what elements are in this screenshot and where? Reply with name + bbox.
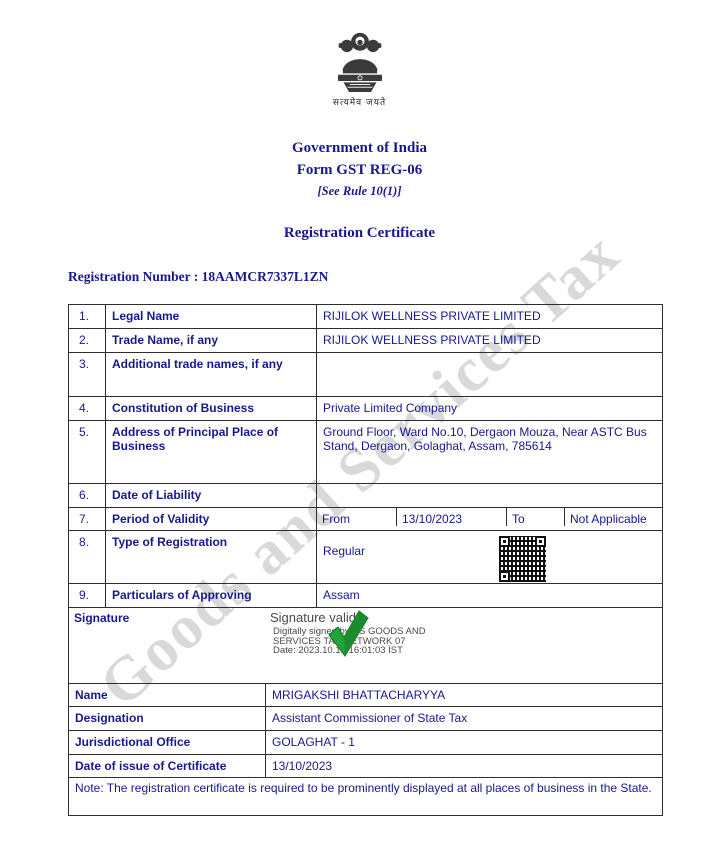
row-number: 7.: [68, 507, 106, 531]
row-principal-address: 5. Address of Principal Place of Busines…: [68, 420, 663, 484]
detail-label: Date of issue of Certificate: [68, 754, 266, 778]
row-number: 5.: [68, 420, 106, 484]
row-value: Assam: [316, 583, 663, 608]
registration-number-value: 18AAMCR7337L1ZN: [201, 269, 329, 284]
detail-value: MRIGAKSHI BHATTACHARYYA: [265, 683, 663, 707]
certificate-body: 1. Legal Name RIJILOK WELLNESS PRIVATE L…: [68, 304, 663, 816]
validity-from-label: From: [322, 512, 350, 526]
row-constitution-of-business: 4. Constitution of Business Private Limi…: [68, 396, 663, 421]
row-trade-name: 2. Trade Name, if any RIJILOK WELLNESS P…: [68, 328, 663, 353]
row-number: 8.: [68, 530, 106, 584]
row-number: 3.: [68, 352, 106, 397]
signature-row: Signature Signature valid Digitally sign…: [68, 607, 663, 684]
row-label: Period of Validity: [105, 507, 317, 531]
see-rule-line: [See Rule 10(1)]: [317, 184, 402, 198]
row-number: 4.: [68, 396, 106, 421]
signature-label: Signature: [74, 611, 130, 625]
signature-cell: Signature Signature valid Digitally sign…: [68, 607, 663, 684]
row-label: Trade Name, if any: [105, 328, 317, 353]
row-period-of-validity: 7. Period of Validity From 13/10/2023 To…: [68, 507, 663, 531]
government-of-india-line: Government of India: [292, 140, 427, 156]
row-number: 6.: [68, 483, 106, 508]
row-number: 2.: [68, 328, 106, 353]
row-particulars-of-approving: 9. Particulars of Approving Assam: [68, 583, 663, 608]
validity-to-label: To: [506, 508, 564, 527]
detail-row-date-of-issue: Date of issue of Certificate 13/10/2023: [68, 754, 663, 778]
detail-label: Designation: [68, 706, 266, 731]
row-value: [316, 483, 663, 508]
detail-value: Assistant Commissioner of State Tax: [265, 706, 663, 731]
row-date-of-liability: 6. Date of Liability: [68, 483, 663, 508]
detail-row-designation: Designation Assistant Commissioner of St…: [68, 706, 663, 731]
detail-row-name: Name MRIGAKSHI BHATTACHARYYA: [68, 683, 663, 707]
row-label: Additional trade names, if any: [105, 352, 317, 397]
detail-value: 13/10/2023: [265, 754, 663, 778]
registration-type-value: Regular: [323, 544, 366, 558]
officer-details-table: Name MRIGAKSHI BHATTACHARYYA Designation…: [68, 683, 663, 778]
note-table: Note: The registration certificate is re…: [68, 777, 663, 816]
row-number: 1.: [68, 304, 106, 329]
signature-line3: Date: 2023.10.13 16:01:03 IST: [273, 645, 403, 656]
note-row: Note: The registration certificate is re…: [68, 777, 663, 816]
form-gst-reg-line: Form GST REG-06: [296, 162, 423, 178]
row-value: Regular: [316, 530, 663, 584]
satyameva-jayate-motto: सत्यमेव जयते: [332, 98, 387, 108]
detail-value: GOLAGHAT - 1: [265, 730, 663, 755]
detail-label: Name: [68, 683, 266, 707]
row-number: 9.: [68, 583, 106, 608]
registration-number-line: Registration Number : 18AAMCR7337L1ZN: [68, 269, 328, 285]
row-label: Address of Principal Place of Business: [105, 420, 317, 484]
row-value: From 13/10/2023 To Not Applicable: [316, 507, 663, 531]
row-label: Particulars of Approving: [105, 583, 317, 608]
emblem-of-india: सत्यमेव जयते: [329, 28, 391, 108]
row-legal-name: 1. Legal Name RIJILOK WELLNESS PRIVATE L…: [68, 304, 663, 329]
certificate-title: Registration Certificate: [283, 225, 436, 241]
validity-from-value: 13/10/2023: [396, 508, 506, 527]
validity-to-value: Not Applicable: [564, 508, 662, 527]
row-value: RIJILOK WELLNESS PRIVATE LIMITED: [316, 304, 663, 329]
signature-valid-text: Signature valid: [270, 610, 356, 625]
row-type-of-registration: 8. Type of Registration Regular: [68, 530, 663, 584]
qr-code: [499, 536, 546, 582]
row-value: RIJILOK WELLNESS PRIVATE LIMITED: [316, 328, 663, 353]
row-value: Private Limited Company: [316, 396, 663, 421]
row-label: Legal Name: [105, 304, 317, 329]
row-label: Constitution of Business: [105, 396, 317, 421]
row-value: Ground Floor, Ward No.10, Dergaon Mouza,…: [316, 420, 663, 484]
registration-number-label: Registration Number :: [68, 269, 199, 284]
row-label: Date of Liability: [105, 483, 317, 508]
row-label: Type of Registration: [105, 530, 317, 584]
signature-check-icon: [328, 610, 369, 657]
row-value: [316, 352, 663, 397]
ashoka-lion-capital-icon: [337, 32, 382, 92]
detail-row-jurisdictional-office: Jurisdictional Office GOLAGHAT - 1: [68, 730, 663, 755]
registration-details-table: 1. Legal Name RIJILOK WELLNESS PRIVATE L…: [68, 304, 663, 684]
row-additional-trade-names: 3. Additional trade names, if any: [68, 352, 663, 397]
detail-label: Jurisdictional Office: [68, 730, 266, 755]
note-text: Note: The registration certificate is re…: [68, 777, 663, 816]
